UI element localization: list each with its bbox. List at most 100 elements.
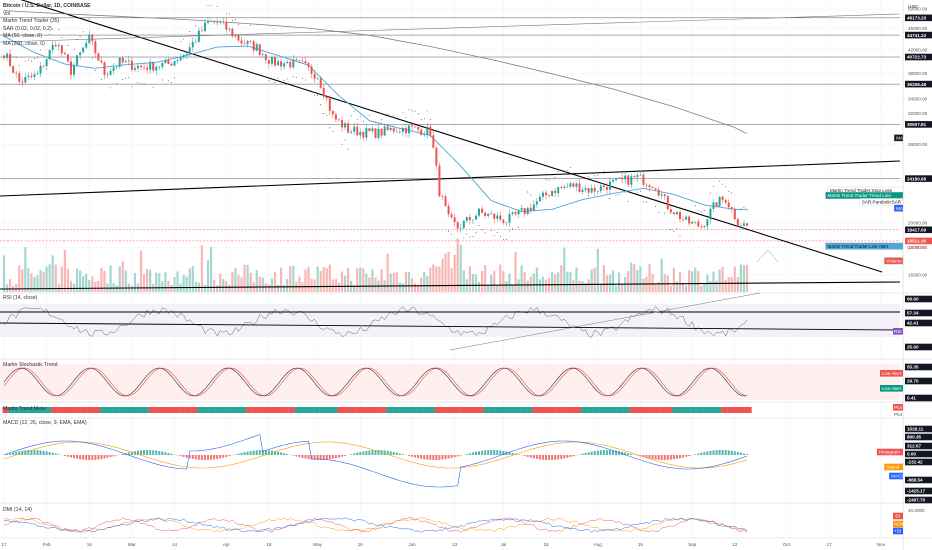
meter-pane-label[interactable]: Martin Trend Meter bbox=[3, 406, 47, 412]
volume-bar bbox=[48, 264, 51, 292]
volume-bar bbox=[124, 270, 127, 292]
candle-body bbox=[526, 207, 529, 215]
macd-histogram-bar bbox=[185, 455, 188, 458]
axis-tick-label: 32000.00 bbox=[908, 111, 928, 116]
volume-bar bbox=[54, 264, 57, 292]
meter-tag bbox=[893, 404, 903, 411]
macd-histogram-bar bbox=[322, 455, 325, 460]
dmi-pane-label[interactable]: DMI (14, 14) bbox=[3, 507, 32, 513]
candle-body bbox=[541, 192, 544, 197]
time-axis[interactable]: 17 Feb 14 Mar 14 Apr 18 May 16 Jun 13 Jul 18 Aug 15 Sep… bbox=[0, 537, 932, 547]
price-level-tag bbox=[905, 14, 932, 22]
macd-histogram-bar bbox=[207, 455, 210, 460]
macd-histogram-bar bbox=[94, 455, 97, 460]
macd-histogram-bar bbox=[481, 450, 484, 455]
volume-bar bbox=[456, 238, 459, 292]
legend-ma50[interactable]: MA (50, close, 0) bbox=[3, 33, 42, 40]
volume-bar bbox=[386, 253, 389, 292]
sar-dot bbox=[94, 69, 96, 71]
candle-body bbox=[517, 210, 520, 215]
candle-body bbox=[42, 65, 45, 67]
legend-sar[interactable]: SAR (0.02, 0.02, 0.2) bbox=[3, 25, 52, 32]
macd-histogram-bar bbox=[298, 455, 301, 458]
macd-histogram-bar bbox=[103, 455, 106, 459]
stoch-pane-label[interactable]: Martin Stochastic Trend bbox=[3, 362, 58, 368]
volume-bar bbox=[462, 270, 465, 292]
volume-bar bbox=[511, 285, 514, 292]
sar-dot bbox=[180, 41, 182, 43]
candle-body bbox=[438, 165, 441, 197]
macd-pane-label[interactable]: MACD (12, 26, close, 9, EMA, EMA) bbox=[3, 420, 87, 426]
candle-body bbox=[669, 209, 672, 213]
time-tick-label: 12 bbox=[732, 542, 738, 547]
macd-histogram-bar bbox=[395, 452, 398, 455]
candle-body bbox=[377, 128, 380, 138]
volume-bar bbox=[173, 277, 176, 292]
candle-body bbox=[207, 21, 210, 23]
macd-histogram-bar bbox=[143, 450, 146, 455]
volume-bar bbox=[112, 283, 115, 292]
meter-cell bbox=[142, 407, 149, 413]
macd-histogram-bar bbox=[456, 455, 459, 457]
volume-bar bbox=[139, 250, 143, 292]
macd-histogram-bar bbox=[24, 450, 27, 455]
macd-histogram-bar bbox=[733, 451, 736, 455]
volume-bar bbox=[602, 265, 605, 292]
macd-histogram-bar bbox=[45, 451, 48, 455]
candle-body bbox=[578, 183, 581, 192]
meter-cell bbox=[282, 407, 289, 413]
candle-body bbox=[362, 131, 365, 138]
meter-cell bbox=[447, 407, 454, 413]
macd-histogram-bar bbox=[502, 450, 505, 455]
volume-bar bbox=[155, 272, 158, 292]
sar-dot bbox=[670, 228, 672, 230]
meter-cell bbox=[203, 407, 210, 413]
macd-histogram-bar bbox=[100, 455, 103, 460]
sar-dot bbox=[414, 110, 416, 112]
candle-body bbox=[243, 43, 246, 45]
rsi-pane-label[interactable]: RSI (14, close) bbox=[3, 295, 38, 301]
sar-dot bbox=[341, 143, 343, 145]
symbol-title[interactable]: Bitcoin / U.S. Dollar, 1D, COINBASE bbox=[3, 3, 91, 9]
macd-histogram-bar bbox=[535, 455, 538, 459]
candle-body bbox=[301, 60, 304, 62]
legend-ma200[interactable]: MA (200, close, 0) bbox=[3, 40, 45, 47]
sar-dot bbox=[88, 18, 90, 20]
sar-dot bbox=[673, 230, 675, 232]
macd-level-tag bbox=[905, 476, 932, 484]
candle-body bbox=[12, 66, 15, 73]
macd-histogram-bar bbox=[651, 455, 654, 460]
candle-body bbox=[633, 176, 636, 178]
sar-dot bbox=[393, 115, 395, 117]
candle-body bbox=[694, 221, 697, 223]
macd-histogram-bar bbox=[538, 455, 541, 460]
volume-bar bbox=[484, 265, 487, 292]
candle-body bbox=[538, 196, 541, 202]
volume-bar bbox=[261, 277, 264, 292]
volume-bar bbox=[718, 269, 721, 292]
macd-histogram-bar bbox=[551, 455, 554, 460]
price-level-tag bbox=[905, 226, 932, 234]
volume-bar bbox=[450, 268, 453, 292]
candle-body bbox=[615, 178, 618, 180]
macd-histogram-bar bbox=[264, 450, 267, 455]
sar-dot bbox=[332, 130, 334, 132]
volume-bar bbox=[627, 271, 630, 292]
legend-martin-trend-trader[interactable]: Martin Trend Trader (35) bbox=[3, 18, 60, 25]
candle-body bbox=[645, 184, 648, 186]
indicator-tag bbox=[893, 204, 904, 212]
legend-volume[interactable]: Vol bbox=[3, 10, 11, 17]
candle-body bbox=[587, 188, 590, 193]
candle-body bbox=[15, 72, 18, 74]
meter-cell bbox=[20, 407, 27, 413]
macd-level-label: 0.00 bbox=[907, 452, 916, 457]
candle-body bbox=[304, 61, 307, 64]
meter-cell bbox=[300, 407, 308, 413]
candle-body bbox=[502, 219, 505, 223]
sar-dot bbox=[228, 12, 230, 14]
time-tick-label: 16 bbox=[358, 542, 364, 547]
meter-cell bbox=[87, 407, 94, 413]
sar-dot bbox=[216, 5, 218, 7]
